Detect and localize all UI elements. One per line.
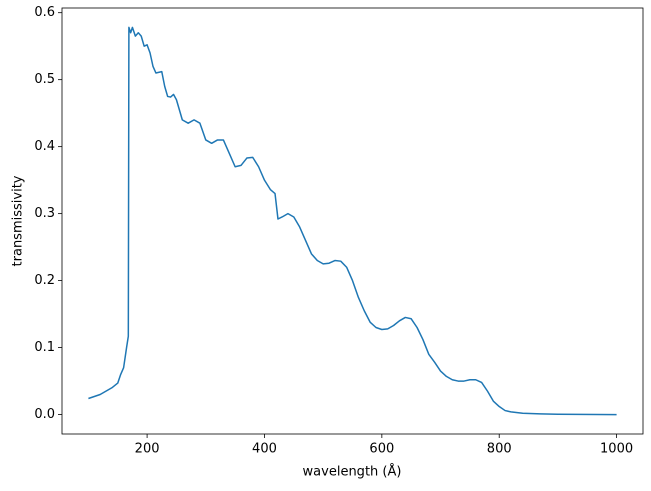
y-tick-label: 0.3 bbox=[34, 206, 55, 221]
x-axis-label: wavelength (Å) bbox=[303, 464, 402, 480]
y-tick-label: 0.5 bbox=[34, 72, 55, 87]
y-tick-label: 0.6 bbox=[34, 5, 55, 20]
x-tick-label: 400 bbox=[252, 442, 277, 457]
y-tick-label: 0.2 bbox=[34, 273, 55, 288]
y-tick-label: 0.4 bbox=[34, 139, 55, 154]
x-tick-label: 200 bbox=[135, 442, 160, 457]
y-tick-label: 0.0 bbox=[34, 407, 55, 422]
x-tick-label: 600 bbox=[369, 442, 394, 457]
data-line bbox=[88, 26, 617, 416]
x-tick-label: 800 bbox=[487, 442, 512, 457]
y-tick-label: 0.1 bbox=[34, 340, 55, 355]
x-tick-label: 1000 bbox=[600, 442, 633, 457]
axes-frame bbox=[61, 7, 644, 435]
y-axis-label: transmissivity bbox=[11, 175, 26, 266]
